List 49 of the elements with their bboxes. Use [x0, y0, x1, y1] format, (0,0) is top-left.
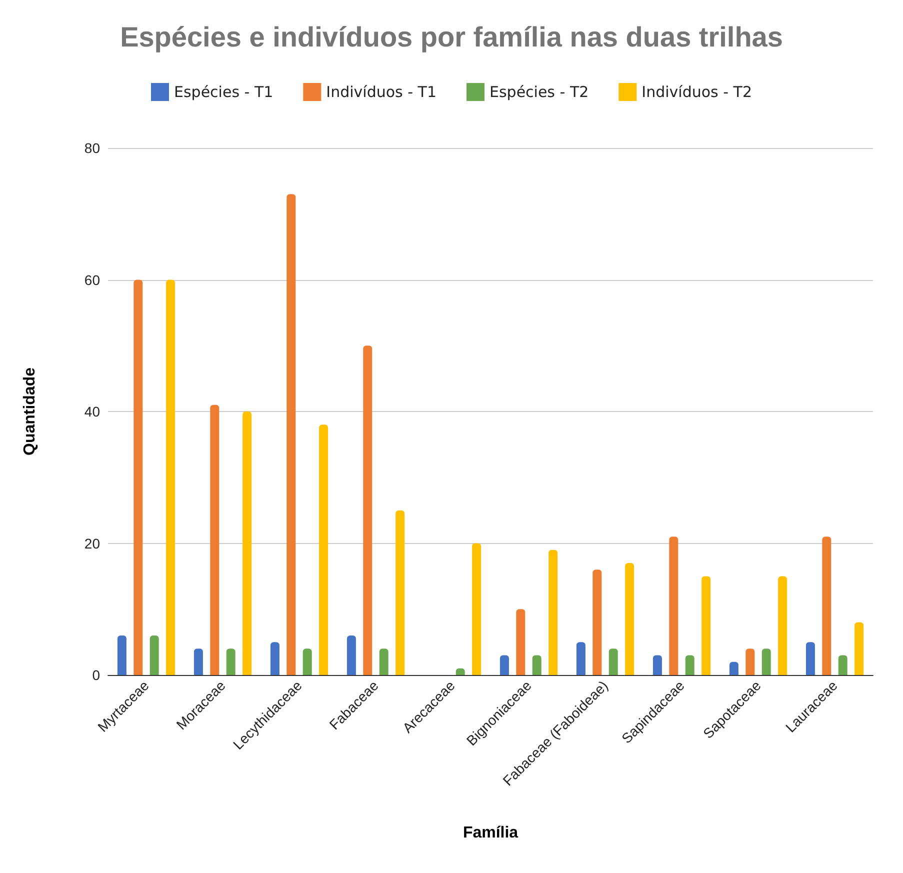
chart-title: Espécies e indivíduos por família nas duas trilhas [120, 22, 783, 52]
bar [532, 655, 542, 675]
bar [472, 543, 482, 675]
bar [762, 648, 771, 675]
y-tick-label: 80 [84, 140, 100, 156]
bar [210, 404, 220, 675]
bar [134, 280, 143, 675]
bar [242, 412, 252, 675]
bar [806, 642, 815, 675]
bar [396, 510, 405, 675]
bar [822, 536, 832, 675]
bar [346, 635, 356, 675]
bar [625, 563, 634, 675]
bar [150, 635, 159, 675]
bar [652, 655, 662, 675]
bar [194, 648, 203, 675]
bar [286, 194, 296, 675]
bar [746, 648, 755, 675]
bar [500, 655, 509, 675]
bar [669, 536, 678, 675]
bar [685, 655, 694, 675]
y-tick-label: 0 [92, 667, 100, 683]
legend-label: Indivíduos - T2 [642, 83, 752, 101]
bar [226, 648, 236, 675]
bar [166, 280, 176, 675]
y-axis-title: Quantidade [22, 367, 38, 456]
bar [729, 662, 738, 675]
bar [363, 346, 372, 675]
bar [854, 622, 864, 675]
bar [302, 648, 312, 675]
bar [270, 642, 280, 675]
bar [516, 609, 526, 675]
bar [778, 576, 788, 675]
bar [592, 570, 602, 675]
legend-label: Indivíduos - T1 [326, 83, 437, 101]
legend-label: Espécies - T2 [490, 83, 589, 101]
bar [702, 576, 711, 675]
y-tick-label: 20 [84, 535, 100, 552]
x-axis-title: Família [462, 824, 518, 842]
bar [576, 642, 586, 675]
bar [117, 635, 126, 675]
legend-label: Espécies - T1 [174, 83, 274, 101]
bar [319, 424, 328, 675]
y-tick-label: 60 [84, 272, 100, 288]
bar [838, 655, 848, 675]
bar [379, 648, 388, 675]
bar [548, 550, 558, 675]
bar [608, 648, 618, 675]
y-tick-label: 40 [84, 404, 100, 420]
